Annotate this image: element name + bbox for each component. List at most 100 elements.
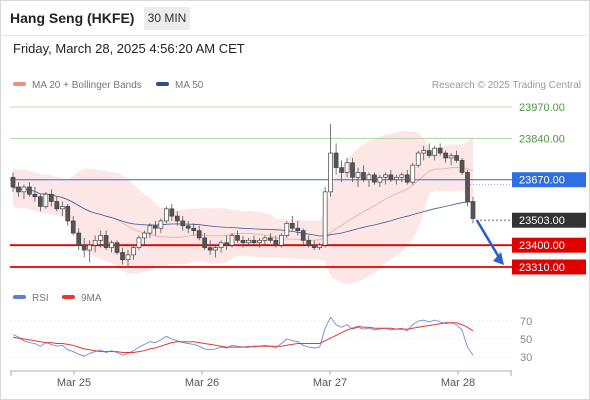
candle-body-down [103,235,109,248]
candle [284,220,290,238]
level-tag: 23310.00 [512,259,586,275]
timeframe-button[interactable]: 30 MIN [144,7,190,30]
candle-body-down [153,225,158,229]
candle [92,235,98,253]
candle [289,216,295,231]
candle-body-down [207,247,213,251]
candle [410,162,416,185]
candle [218,240,224,253]
rsi-tick-label: 50 [520,334,532,346]
candle [43,191,49,209]
candle [344,157,350,178]
legend-rsi: RSI [13,293,49,304]
candle-body-down [16,186,21,193]
candle-body-down [454,155,459,161]
candle [355,167,361,187]
candle [421,145,427,161]
candle-body-down [54,201,60,210]
candle-body-down [372,174,377,183]
candle-body-down [465,172,470,202]
candle-body-up [218,242,224,248]
candle-body-up [229,235,235,246]
rsi-ma-line [12,322,474,353]
candle [109,240,114,253]
level-tag: 23970.00 [519,102,565,114]
candle-body-down [235,235,240,241]
candle [311,240,317,251]
ma50-line [12,186,474,237]
candle [377,174,383,187]
candle [131,245,136,260]
candle [437,143,443,156]
candle [372,172,377,185]
candle-body-up [432,147,438,156]
candle [191,223,197,236]
candle-body-up [125,254,131,261]
candle [16,182,21,197]
candle-body-up [322,191,328,246]
level-tag-label: 23503.00 [519,215,565,227]
candle-body-up [284,223,290,236]
candle-body-up [59,206,65,210]
forecast-arrow-head-icon [493,252,504,265]
candle [448,153,454,166]
candle [322,187,328,248]
level-tag-label: 23840.00 [519,134,565,146]
level-tag-label: 23670.00 [519,175,565,187]
candle-body-up [393,176,399,181]
candle [404,170,410,185]
candle-body-down [70,220,76,234]
x-axis-tick-label: Mar 25 [57,377,91,389]
candle [273,235,279,248]
timestamp-label: Friday, March 28, 2025 4:56:20 AM CET [13,41,245,56]
candle [10,172,16,192]
candle-body-up [399,174,405,178]
candle-body-up [158,220,164,229]
forecast-arrow-shaft [475,219,502,260]
candle-body-down [120,252,125,261]
bollinger-swatch-icon [13,82,26,87]
candle [169,203,175,221]
candle-body-up [383,174,388,178]
candle [87,240,93,263]
candle [65,203,71,226]
candle [136,235,142,251]
candle-body-down [459,159,465,173]
level-tag: 23503.00 [512,212,586,228]
candle-body-up [328,152,333,193]
candle-body-up [246,239,251,244]
rsi-line [12,316,474,357]
candle [196,225,202,241]
candle [174,211,180,226]
candle-body-up [421,150,427,154]
candle-body-down [196,230,202,239]
ma50-swatch-icon [156,82,169,87]
candle-body-up [163,208,169,222]
candle-body-up [131,247,136,256]
candle-body-up [377,176,383,183]
candle [415,150,421,168]
candle-body-down [470,201,476,219]
candle [268,233,273,243]
candle [295,220,301,236]
candle [350,157,355,183]
candle-body-up [136,237,142,248]
x-axis-tick-label: Mar 28 [441,377,475,389]
candle [114,240,120,255]
candle-body-down [306,239,312,246]
level-tag: 23840.00 [519,134,565,146]
candle-body-down [350,162,355,178]
candle [38,194,43,212]
candle-body-down [169,208,175,217]
candle [153,220,158,236]
candle-body-down [81,244,87,251]
candle-body-down [38,196,43,207]
candle-body-down [32,193,38,198]
candle [251,235,257,246]
candle-body-up [355,172,361,178]
candle [399,172,405,183]
candle-body-up [147,225,153,234]
candle [246,237,251,246]
legend-bollinger-label: MA 20 + Bollinger Bands [32,80,142,91]
